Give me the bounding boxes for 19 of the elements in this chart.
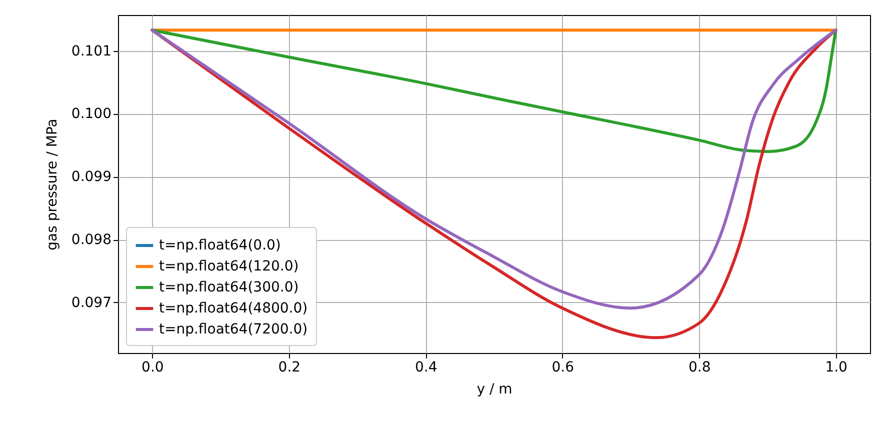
- y-tick-label: 0.099: [71, 169, 112, 186]
- y-tick-label: 0.101: [71, 43, 112, 60]
- x-tick-label: 0.4: [415, 360, 438, 376]
- legend-label: t=np.float64(7200.0): [159, 322, 308, 338]
- x-tick-label: 0.6: [552, 360, 574, 376]
- x-tick-label: 0.0: [142, 360, 164, 376]
- x-axis-title: y / m: [476, 382, 512, 398]
- legend-label: t=np.float64(4800.0): [159, 300, 308, 316]
- y-tick-label: 0.098: [71, 232, 112, 248]
- legend-label: t=np.float64(120.0): [159, 258, 299, 274]
- line-series: [150, 28, 838, 153]
- y-axis-title: gas pressure / MPa: [44, 118, 60, 250]
- y-tick-label: 0.097: [71, 294, 112, 311]
- legend-label: t=np.float64(300.0): [159, 280, 299, 296]
- x-tick-label: 1.0: [825, 360, 848, 376]
- x-tick-label: 0.8: [688, 360, 711, 376]
- x-tick-label: 0.2: [278, 360, 301, 376]
- legend-label: t=np.float64(0.0): [159, 238, 281, 254]
- y-tick-label: 0.100: [71, 106, 112, 122]
